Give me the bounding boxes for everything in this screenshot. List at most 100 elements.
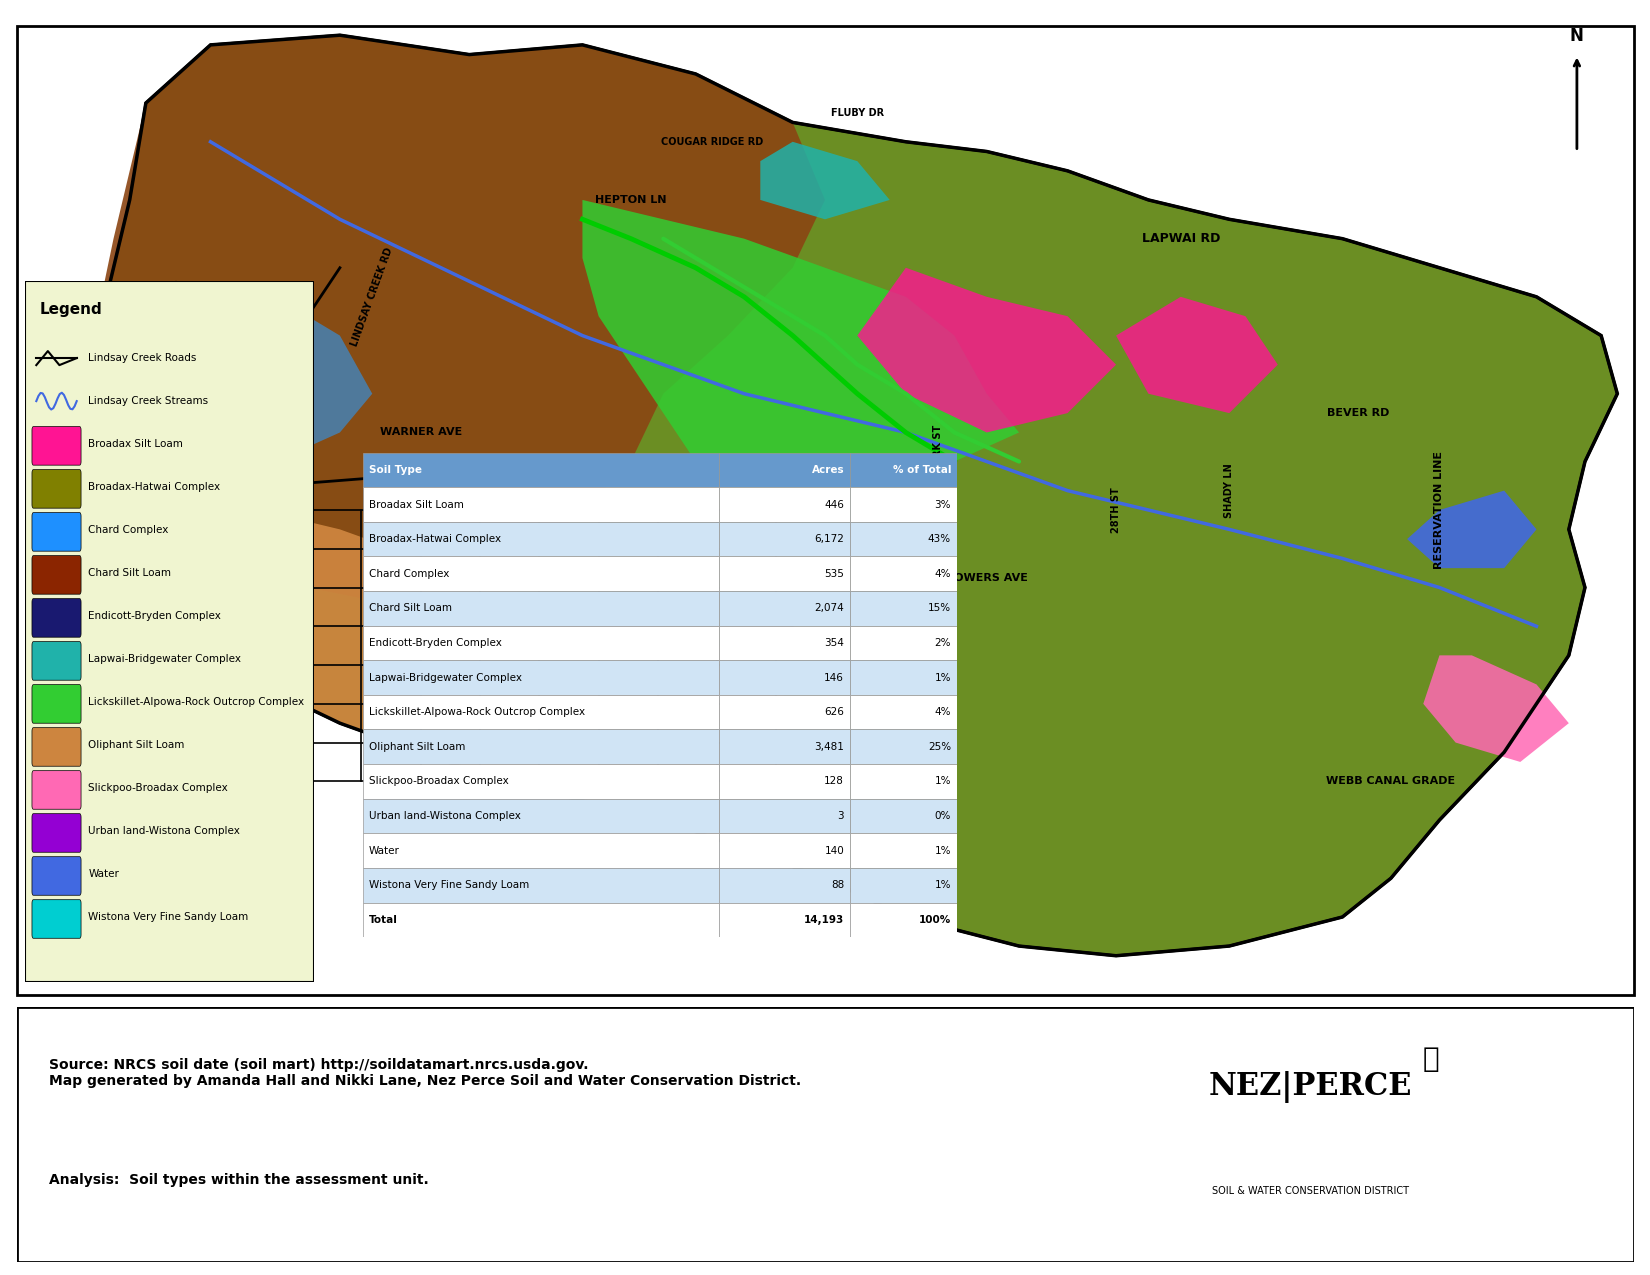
Text: Broadax Silt Loam: Broadax Silt Loam <box>370 500 464 510</box>
Polygon shape <box>1407 491 1536 569</box>
Bar <box>850 453 957 487</box>
Bar <box>850 626 957 660</box>
Text: Source: NRCS soil date (soil mart) http://soildatamart.nrcs.usda.gov.
Map genera: Source: NRCS soil date (soil mart) http:… <box>50 1058 800 1089</box>
Bar <box>719 868 850 903</box>
Text: Lapwai-Bridgewater Complex: Lapwai-Bridgewater Complex <box>370 673 521 682</box>
Text: NEZ|PERCE: NEZ|PERCE <box>1208 1071 1412 1103</box>
Bar <box>719 521 850 556</box>
Text: 140: 140 <box>825 845 845 856</box>
FancyBboxPatch shape <box>31 513 81 551</box>
Text: FLUBY DR: FLUBY DR <box>832 107 884 117</box>
FancyBboxPatch shape <box>31 641 81 681</box>
Text: Oliphant Silt Loam: Oliphant Silt Loam <box>89 741 185 750</box>
Text: N: N <box>1569 27 1584 45</box>
Text: Water: Water <box>370 845 399 856</box>
FancyBboxPatch shape <box>25 280 314 982</box>
Text: Chard Complex: Chard Complex <box>89 525 168 536</box>
Text: 446: 446 <box>825 500 845 510</box>
Bar <box>850 764 957 798</box>
Text: 128: 128 <box>825 776 845 787</box>
Bar <box>363 695 719 729</box>
Polygon shape <box>858 268 1115 432</box>
Bar <box>363 592 719 626</box>
Text: 535: 535 <box>825 569 845 579</box>
Text: RESERVATION LINE: RESERVATION LINE <box>1434 451 1444 569</box>
Text: 3,481: 3,481 <box>813 742 845 752</box>
Bar <box>363 626 719 660</box>
Text: Acres: Acres <box>812 465 845 474</box>
Polygon shape <box>1424 655 1569 762</box>
Text: CLARK ST: CLARK ST <box>934 426 944 478</box>
Bar <box>363 903 719 937</box>
Bar <box>850 903 957 937</box>
Text: 28TH ST: 28TH ST <box>1110 487 1120 533</box>
Bar <box>719 487 850 521</box>
Text: Chard Complex: Chard Complex <box>370 569 449 579</box>
Text: Slickpoo-Broadax Complex: Slickpoo-Broadax Complex <box>89 783 228 793</box>
Text: 25%: 25% <box>927 742 950 752</box>
Text: Urban land-Wistona Complex: Urban land-Wistona Complex <box>89 826 241 836</box>
Text: Lindsay Creek Roads: Lindsay Creek Roads <box>89 353 196 363</box>
Bar <box>850 521 957 556</box>
Text: Urban land-Wistona Complex: Urban land-Wistona Complex <box>370 811 521 821</box>
Text: Water: Water <box>89 870 119 880</box>
Bar <box>850 660 957 695</box>
Bar <box>363 729 719 764</box>
Polygon shape <box>211 510 792 849</box>
Text: WARNER AVE: WARNER AVE <box>380 427 462 437</box>
FancyBboxPatch shape <box>31 900 81 938</box>
Text: BEVER RD: BEVER RD <box>1327 408 1389 418</box>
Polygon shape <box>81 36 1617 956</box>
Text: Soil Type: Soil Type <box>370 465 422 474</box>
Text: Chard Silt Loam: Chard Silt Loam <box>89 569 172 578</box>
Bar <box>850 556 957 592</box>
Polygon shape <box>1115 297 1277 413</box>
FancyBboxPatch shape <box>31 599 81 638</box>
Text: 2%: 2% <box>934 638 950 648</box>
FancyBboxPatch shape <box>31 857 81 895</box>
Text: 15%: 15% <box>927 603 950 613</box>
FancyBboxPatch shape <box>31 469 81 509</box>
Text: Lapwai-Bridgewater Complex: Lapwai-Bridgewater Complex <box>89 654 241 664</box>
Bar <box>719 764 850 798</box>
Bar <box>850 487 957 521</box>
Bar <box>850 729 957 764</box>
Text: Lindsay Creek Streams: Lindsay Creek Streams <box>89 397 208 407</box>
Text: Lickskillet-Alpowa-Rock Outcrop Complex: Lickskillet-Alpowa-Rock Outcrop Complex <box>370 708 586 717</box>
Text: 1%: 1% <box>934 776 950 787</box>
Text: Broadax Silt Loam: Broadax Silt Loam <box>89 439 183 449</box>
Bar <box>363 660 719 695</box>
Text: Lickskillet-Alpowa-Rock Outcrop Complex: Lickskillet-Alpowa-Rock Outcrop Complex <box>89 697 304 708</box>
Bar <box>719 556 850 592</box>
FancyBboxPatch shape <box>31 770 81 810</box>
Text: Wistona Very Fine Sandy Loam: Wistona Very Fine Sandy Loam <box>370 880 530 890</box>
Text: Wistona Very Fine Sandy Loam: Wistona Very Fine Sandy Loam <box>89 912 249 922</box>
Text: 43%: 43% <box>927 534 950 544</box>
Bar <box>363 521 719 556</box>
Text: GUN CLUB RD: GUN CLUB RD <box>173 279 183 353</box>
FancyBboxPatch shape <box>31 427 81 465</box>
Text: 1%: 1% <box>934 845 950 856</box>
Text: 626: 626 <box>825 708 845 717</box>
Text: Total: Total <box>370 915 398 924</box>
Text: SHADY LN: SHADY LN <box>1224 463 1234 518</box>
Bar <box>850 798 957 834</box>
Text: Slickpoo-Broadax Complex: Slickpoo-Broadax Complex <box>370 776 508 787</box>
Bar <box>850 834 957 868</box>
Text: LINDSAY CREEK RD: LINDSAY CREEK RD <box>350 246 394 348</box>
Text: Chard Silt Loam: Chard Silt Loam <box>370 603 452 613</box>
Text: 88: 88 <box>832 880 845 890</box>
FancyBboxPatch shape <box>31 728 81 766</box>
Bar <box>719 695 850 729</box>
Bar <box>363 834 719 868</box>
Text: 0%: 0% <box>934 811 950 821</box>
Text: 4%: 4% <box>934 569 950 579</box>
Text: 3%: 3% <box>934 500 950 510</box>
Text: WEBB CANAL GRADE: WEBB CANAL GRADE <box>1327 776 1455 787</box>
Text: 1%: 1% <box>934 673 950 682</box>
Bar <box>719 626 850 660</box>
Bar <box>363 868 719 903</box>
FancyBboxPatch shape <box>31 685 81 723</box>
Polygon shape <box>178 297 373 462</box>
Bar <box>363 453 719 487</box>
